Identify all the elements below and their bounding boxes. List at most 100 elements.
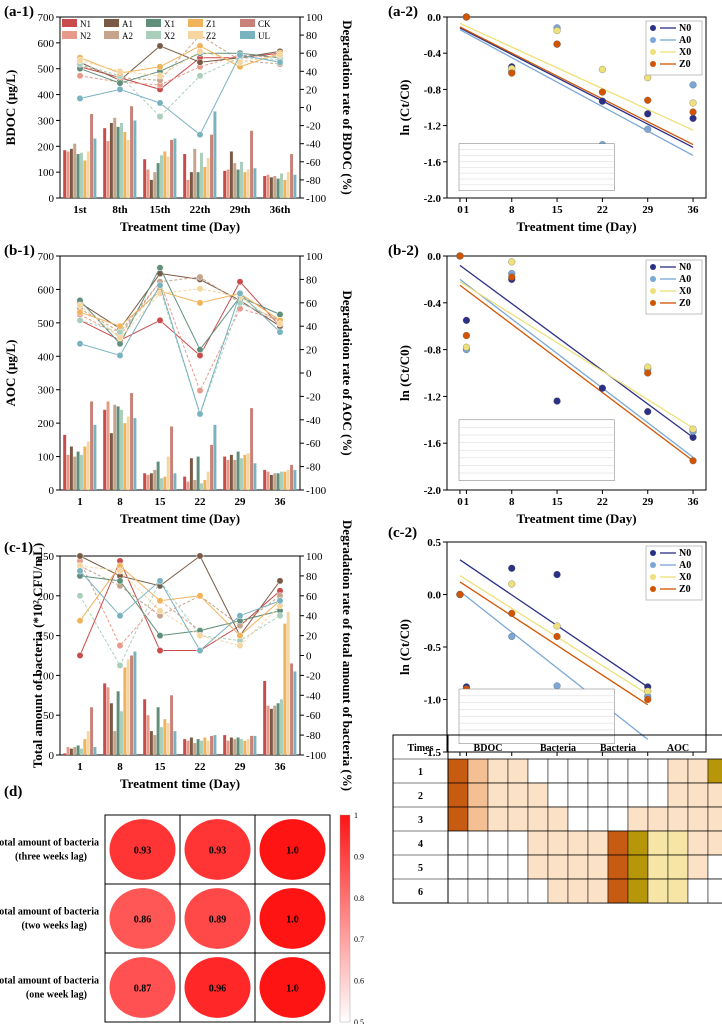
series-line-A1 [79,555,281,637]
y-tick-label: -0.5 [424,642,442,654]
point-Z1 [196,299,204,307]
bar-CK [290,663,294,755]
heatmap-ellipse [109,888,176,949]
table-cell [687,854,709,880]
bar-N2 [186,179,190,198]
point-N1 [156,316,164,324]
bar-Z1 [163,476,167,490]
bar-A2 [233,739,237,755]
legend-label-X1: X1 [164,19,175,29]
table-cell [667,830,689,856]
bar-N2 [266,705,270,755]
bar-A2 [273,473,277,490]
table-cell [667,782,689,808]
bar-A1 [189,458,193,490]
table-cell [587,878,609,904]
table-cell [667,758,689,784]
point-A0 [508,632,516,641]
point-Z0 [644,695,652,704]
y-tick-label: 0 [49,485,55,497]
table-cell [567,830,589,856]
point-Z0 [508,273,516,281]
bar-Z1 [83,160,87,198]
fit-line-X0 [459,22,694,131]
table-cell [467,830,489,856]
bar-A2 [113,117,117,198]
table-cell [447,830,469,856]
table-cell [467,806,489,832]
bar-X1 [156,163,160,198]
heatmap-value: 0.86 [134,915,152,926]
panel-label: (a-1) [4,4,34,20]
point-X2 [116,328,124,336]
legend-marker-X0 [650,49,656,55]
y-tick-label: -0.8 [424,345,442,357]
legend-label-Z0: Z0 [679,298,691,309]
point-Z2 [116,567,124,575]
series-line-X1 [79,575,281,637]
heatmap-ellipse [109,957,176,1018]
bar-X1 [156,707,160,755]
y-tick-label: 100 [38,167,55,179]
point-UL [276,328,284,336]
point-A0 [553,682,561,690]
bar-A1 [109,123,113,198]
table-cell [587,830,609,856]
table-row-label: 5 [418,863,423,874]
series-line-X1 [79,52,281,84]
point-Z0 [689,457,697,465]
bar-X2 [280,173,283,198]
y-tick-label: 200 [38,418,55,430]
bar-UL [253,168,257,198]
table-cell [547,878,569,904]
point-X2 [76,592,84,600]
point-X2 [76,316,84,324]
bar-UL [213,735,217,755]
bar-N1 [223,735,227,755]
point-X2 [276,612,284,620]
legend-label-N2: N2 [80,31,91,41]
table-cell [667,854,689,880]
bar-X2 [120,409,123,490]
y-axis-label: Total amount of bacteria (*10² CFU/mL) [30,543,45,768]
point-Z1 [156,63,164,71]
point-UL [276,58,284,66]
bar-Z1 [203,737,207,755]
y2-tick-label: -40 [306,139,321,151]
bar-UL [173,138,177,198]
point-UL [156,281,164,289]
table-cell [567,782,589,808]
table-cell [627,758,649,784]
legend-swatch-X2 [146,31,161,39]
bar-Z2 [126,659,130,755]
heatmap-ellipse [259,888,326,949]
y-tick-label: 700 [38,12,55,24]
heatmap-row-label: Total amount of bacteria [0,976,99,987]
table-cell [547,830,569,856]
bar-UL [133,120,137,198]
legend-label-Z0: Z0 [679,584,691,595]
bar-N2 [146,474,150,490]
bar-X1 [76,745,80,755]
bar-X2 [200,483,203,490]
bar-N2 [226,169,230,198]
bar-A1 [69,748,73,755]
point-N2 [236,305,244,313]
bar-N1 [183,476,187,490]
x-tick-label: 8 [509,204,515,216]
point-X0 [553,622,561,630]
point-X0 [508,258,516,266]
bar-CK [130,106,134,198]
y-tick-label: 200 [38,141,55,153]
y-tick-label: 0.5 [427,537,441,549]
bar-X1 [276,473,280,490]
series-line-Z1 [79,45,281,74]
bar-A1 [269,708,273,755]
y-tick-label: 100 [38,452,55,464]
table-cell [687,830,709,856]
point-UL [116,352,124,359]
y-tick-label: 0.0 [427,12,441,24]
bar-Z2 [166,456,170,490]
legend-marker-A0 [650,37,656,43]
colorbar-tick: 0.7 [354,935,364,944]
